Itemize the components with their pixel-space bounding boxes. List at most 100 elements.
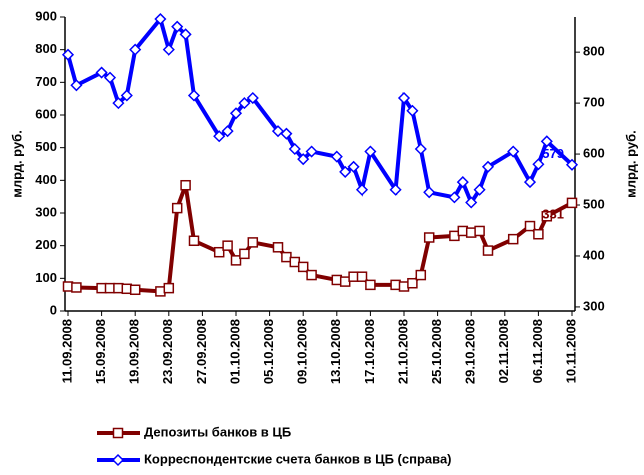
- series-line: [67, 184, 573, 294]
- marker: [347, 160, 360, 173]
- marker: [533, 228, 544, 240]
- y2-tick-label: 800: [583, 44, 605, 59]
- y-tick-label: 900: [35, 8, 57, 23]
- marker: [230, 255, 242, 266]
- marker: [171, 202, 183, 214]
- x-tick-label: 23.09.2008: [160, 319, 175, 384]
- y2-tick-label: 500: [583, 196, 605, 211]
- series: [61, 12, 579, 209]
- marker: [540, 135, 553, 148]
- data-label: 579: [542, 146, 564, 161]
- data-label: 331: [542, 206, 564, 221]
- marker: [565, 158, 579, 171]
- y2-tick-label: 400: [583, 247, 605, 262]
- x-tick-label: 10.11.2008: [563, 319, 578, 383]
- legend-label: Корреспондентские счета банков в ЦБ (спр…: [144, 451, 452, 466]
- marker: [473, 183, 486, 196]
- marker: [523, 176, 537, 189]
- marker: [155, 286, 166, 297]
- x-tick-label: 13.10.2008: [328, 319, 343, 384]
- marker: [289, 256, 301, 268]
- series-line: [66, 14, 574, 207]
- marker: [163, 282, 175, 294]
- marker: [120, 89, 133, 102]
- marker: [171, 20, 184, 33]
- marker: [541, 211, 553, 222]
- y-axis-label: млрд. руб.: [9, 130, 24, 198]
- x-tick-label: 01.10.2008: [227, 319, 242, 384]
- marker: [482, 245, 494, 256]
- marker: [423, 232, 435, 243]
- marker: [330, 150, 343, 163]
- marker: [524, 220, 536, 232]
- y-tick-label: 0: [50, 302, 57, 317]
- x-tick-label: 27.09.2008: [194, 319, 209, 384]
- marker: [474, 225, 485, 237]
- marker: [297, 261, 309, 273]
- marker: [129, 284, 141, 296]
- x-tick-label: 05.10.2008: [261, 319, 276, 384]
- marker: [465, 196, 478, 209]
- marker: [305, 145, 318, 158]
- marker: [213, 246, 225, 258]
- y-tick-label: 800: [35, 41, 57, 56]
- x-tick-label: 02.11.2008: [496, 319, 511, 383]
- marker: [532, 158, 545, 171]
- marker: [389, 183, 402, 196]
- y2-axis-label: млрд. руб.: [623, 130, 638, 198]
- marker: [229, 107, 243, 120]
- marker: [297, 153, 310, 166]
- marker: [247, 237, 259, 248]
- marker: [507, 233, 519, 245]
- marker: [61, 48, 75, 61]
- y-tick-label: 600: [35, 106, 57, 121]
- x-tick-label: 17.10.2008: [362, 319, 377, 384]
- marker: [272, 242, 284, 253]
- marker: [238, 97, 251, 110]
- marker: [288, 142, 301, 156]
- marker: [415, 269, 427, 281]
- y2-tick-label: 700: [583, 95, 605, 110]
- marker: [397, 91, 411, 105]
- y2-tick-label: 300: [583, 298, 605, 313]
- marker: [331, 274, 343, 286]
- marker: [70, 79, 83, 92]
- marker: [365, 279, 376, 291]
- marker: [213, 130, 226, 143]
- x-tick-label: 06.11.2008: [530, 319, 545, 383]
- marker: [179, 28, 192, 41]
- series: [62, 179, 578, 297]
- y-tick-label: 400: [35, 172, 57, 187]
- marker: [566, 197, 578, 209]
- marker: [457, 225, 469, 237]
- x-tick-label: 19.09.2008: [127, 319, 142, 384]
- marker: [221, 125, 234, 138]
- x-tick-label: 11.09.2008: [59, 319, 74, 383]
- marker: [71, 282, 82, 293]
- y-tick-label: 200: [35, 237, 57, 252]
- marker: [280, 127, 293, 140]
- legend-marker: [111, 453, 125, 467]
- marker: [239, 248, 250, 260]
- marker: [339, 165, 352, 178]
- marker: [406, 104, 419, 117]
- marker: [129, 43, 142, 56]
- y-tick-label: 500: [35, 139, 57, 154]
- marker: [481, 160, 495, 173]
- marker: [154, 12, 167, 26]
- marker: [112, 97, 125, 110]
- marker: [180, 179, 191, 191]
- marker: [407, 277, 418, 289]
- marker: [448, 191, 461, 204]
- marker: [355, 183, 369, 196]
- y-tick-label: 100: [35, 270, 57, 285]
- y2-tick-label: 600: [583, 146, 605, 161]
- marker: [306, 269, 317, 281]
- legend-label: Депозиты банков в ЦБ: [144, 424, 291, 439]
- marker: [162, 43, 175, 56]
- marker: [364, 145, 377, 158]
- marker: [456, 176, 469, 189]
- x-tick-label: 09.10.2008: [295, 319, 310, 384]
- marker: [222, 240, 233, 251]
